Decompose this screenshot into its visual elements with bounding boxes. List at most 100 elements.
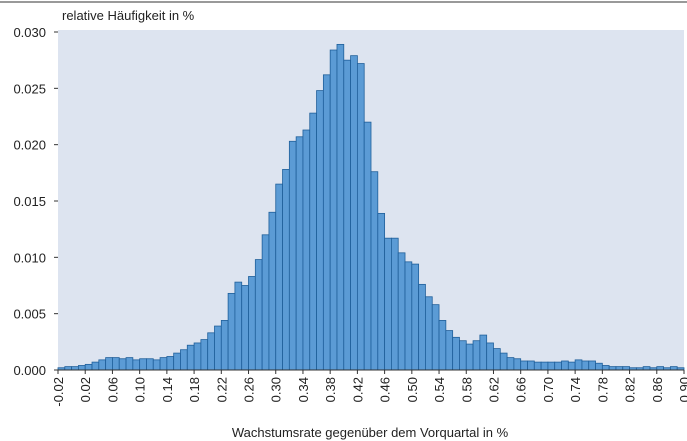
bar [567,361,576,371]
y-axis-label: relative Häufigkeit in % [62,8,195,23]
bar [459,340,467,371]
bar [234,281,243,371]
y-tick-label: 0.005 [13,307,46,322]
bar [391,237,399,371]
bar [125,357,134,371]
bar [322,74,331,371]
bar [561,360,569,371]
bar [452,336,460,371]
bar [105,357,113,371]
bar [608,366,617,371]
bar [350,55,358,371]
y-tick-label: 0.030 [13,25,46,40]
bar [316,90,324,371]
x-tick-label: 0.62 [486,377,501,402]
bar [71,366,79,371]
bar [78,365,86,371]
bar [486,342,494,371]
bar [309,112,317,371]
bar [397,252,406,371]
bar [152,359,161,371]
bar [173,352,181,371]
bar [506,357,515,371]
bar [547,361,556,371]
x-tick-label: 0.22 [214,377,229,402]
bar [445,330,454,371]
bar [207,332,215,371]
bar [622,366,630,371]
x-tick-label: -0.02 [51,377,66,407]
bar [254,259,263,371]
bar [479,334,488,371]
bar [139,358,147,371]
bar [425,296,433,371]
x-axis-label: Wachstumsrate gegenüber dem Vorquartal i… [232,425,509,440]
bar [540,361,549,371]
x-tick-label: 0.10 [133,377,148,402]
bar [282,169,290,371]
x-tick-label: 0.90 [677,377,687,402]
x-tick-label: 0.54 [432,377,447,402]
bar [132,359,141,371]
bar [214,325,222,371]
bar [431,304,440,371]
x-tick-label: 0.42 [350,377,365,402]
bar [404,261,413,371]
bar [493,348,501,371]
bar [438,320,447,371]
bar [227,292,236,371]
bar [343,59,351,371]
bar [418,283,426,371]
bar [248,276,256,371]
bar [64,366,73,371]
bar [595,362,603,371]
bar [146,358,154,371]
x-tick-label: 0.50 [405,377,420,402]
bar [336,43,345,371]
y-tick-label: 0.025 [13,81,46,96]
bar [377,212,386,371]
bar [411,263,420,371]
x-tick-label: 0.30 [269,377,284,402]
x-tick-label: 0.78 [595,377,610,402]
bar [84,363,93,371]
bar [615,366,624,371]
x-tick-label: 0.06 [105,377,120,402]
bar [356,63,365,371]
x-tick-label: 0.02 [78,377,93,402]
bar [472,340,481,371]
x-tick-label: 0.66 [514,377,529,402]
bar [112,357,120,371]
bar [642,366,651,371]
bar [669,366,678,371]
bar [363,121,372,371]
bar [601,365,610,371]
bar [180,349,188,371]
bar [275,183,283,371]
y-tick-label: 0.000 [13,363,46,378]
bar [220,320,229,371]
bar [465,343,474,371]
bar [656,366,664,371]
y-tick-label: 0.010 [13,250,46,265]
bar [118,358,127,371]
bar [98,359,107,371]
x-tick-label: 0.14 [160,377,175,402]
bar [527,360,535,371]
bar [533,361,542,371]
x-tick-label: 0.82 [623,377,638,402]
x-tick-label: 0.18 [187,377,202,402]
x-tick-label: 0.46 [378,377,393,402]
bar [186,344,195,371]
bar [574,359,583,371]
bar [581,360,590,371]
x-tick-label: 0.34 [296,377,311,402]
bar [268,211,277,371]
bar [513,358,522,371]
x-tick-label: 0.86 [650,377,665,402]
x-tick-label: 0.70 [541,377,556,402]
bar [329,49,338,371]
bar [520,360,528,371]
x-tick-label: 0.38 [323,377,338,402]
